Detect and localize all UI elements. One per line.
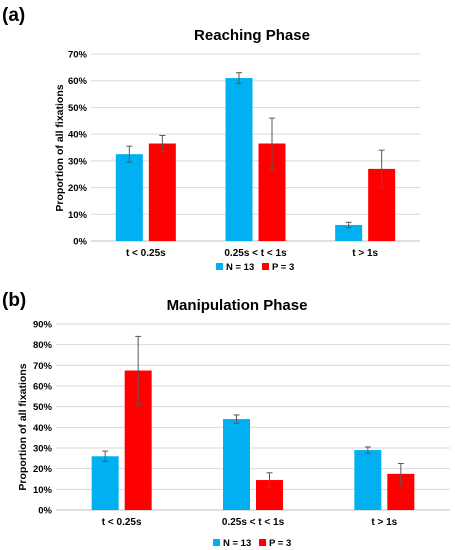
bar [148, 143, 176, 241]
bar [91, 456, 119, 510]
y-tick-label: 90% [33, 320, 53, 331]
y-tick-label: 70% [68, 50, 88, 61]
legend-label: P = 3 [272, 262, 294, 273]
y-tick-label: 40% [33, 423, 53, 434]
y-tick-label: 10% [33, 485, 53, 496]
bar [225, 78, 253, 242]
x-tick-label: t > 1s [352, 248, 378, 259]
panel-label: (a) [2, 5, 25, 26]
chart-title: Reaching Phase [194, 27, 310, 44]
y-tick-label: 40% [68, 130, 88, 141]
y-tick-label: 0% [38, 506, 52, 517]
legend-label: N = 13 [223, 538, 251, 549]
bar [223, 419, 250, 510]
legend: N = 13 P = 3 [213, 538, 291, 549]
plot-area: 0% 10% 20% 30% 40% 50% 60% 70% 80% 90% t < 0.25s 0.… [33, 320, 450, 528]
y-tick-label: 50% [68, 103, 88, 114]
plot-area: 0% 10% 20% 30% 40% 50% 60% 70% t < 0.25s 0.25s < … [68, 50, 420, 259]
legend-swatch [216, 263, 223, 270]
y-tick-label: 50% [33, 402, 53, 413]
chart-title: Manipulation Phase [167, 297, 308, 314]
legend-swatch [213, 539, 220, 546]
legend-label: P = 3 [269, 538, 291, 549]
panel-b: (b) Manipulation Phase Proportion of all… [2, 290, 450, 549]
y-tick-label: 70% [33, 361, 53, 372]
y-tick-label: 20% [68, 183, 88, 194]
y-tick-label: 30% [68, 156, 88, 167]
x-tick-label: t < 0.25s [126, 248, 166, 259]
bar [335, 224, 363, 241]
y-tick-label: 0% [73, 237, 87, 248]
y-tick-label: 80% [33, 340, 53, 351]
x-tick-label: t > 1s [371, 517, 397, 528]
y-tick-label: 10% [68, 210, 88, 221]
y-axis-label: Proportion of all fixations [54, 84, 66, 211]
bar [115, 154, 143, 241]
y-tick-label: 30% [33, 444, 53, 455]
x-tick-label: 0.25s < t < 1s [224, 248, 287, 259]
y-tick-label: 60% [68, 76, 88, 87]
panel-label: (b) [2, 290, 26, 311]
x-tick-label: 0.25s < t < 1s [222, 517, 285, 528]
legend: N = 13 P = 3 [216, 262, 294, 273]
legend-swatch [259, 539, 266, 546]
bar [354, 450, 382, 510]
panel-a: (a) Reaching Phase Proportion of all fix… [2, 5, 420, 273]
legend-label: N = 13 [226, 262, 254, 273]
y-axis-label: Proportion of all fixations [17, 363, 29, 490]
y-tick-label: 20% [33, 464, 53, 475]
x-tick-label: t < 0.25s [102, 517, 142, 528]
legend-swatch [262, 263, 269, 270]
y-tick-label: 60% [33, 382, 53, 393]
